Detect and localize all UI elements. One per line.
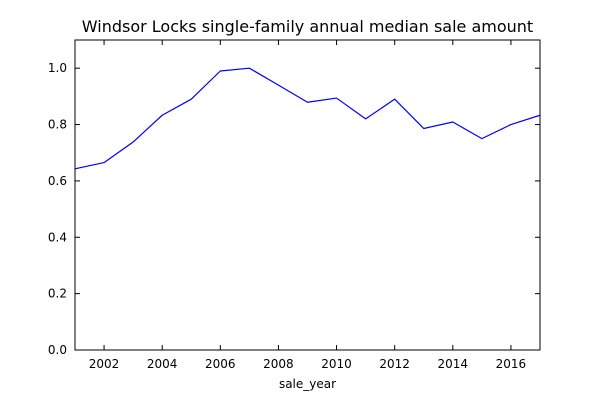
y-tick-label: 0.4: [48, 230, 67, 244]
y-tick-label: 0.8: [48, 118, 67, 132]
x-tick-label: 2014: [438, 357, 469, 371]
series-line-0: [74, 67, 541, 170]
chart-title: Windsor Locks single-family annual media…: [82, 17, 533, 36]
x-tick-label: 2016: [496, 357, 527, 371]
x-tick-label: 2010: [321, 357, 352, 371]
x-axis-ticks: 2002 2004 2006 2008 2010 2012 2014 2016: [89, 40, 526, 371]
y-tick-label: 1.0: [48, 61, 67, 75]
plot-area: [74, 67, 541, 170]
plot-frame: [74, 39, 541, 351]
x-tick-label: 2004: [147, 357, 178, 371]
y-tick-label: 0.2: [48, 287, 67, 301]
x-tick-label: 2008: [263, 357, 294, 371]
x-tick-label: 2002: [89, 357, 120, 371]
x-tick-label: 2012: [379, 357, 410, 371]
x-axis-label: sale_year: [279, 377, 336, 391]
y-axis-ticks: 0.0 0.2 0.4 0.6 0.8 1.0: [48, 61, 540, 357]
x-tick-label: 2006: [205, 357, 236, 371]
y-tick-label: 0.6: [48, 174, 67, 188]
y-tick-label: 0.0: [48, 343, 67, 357]
